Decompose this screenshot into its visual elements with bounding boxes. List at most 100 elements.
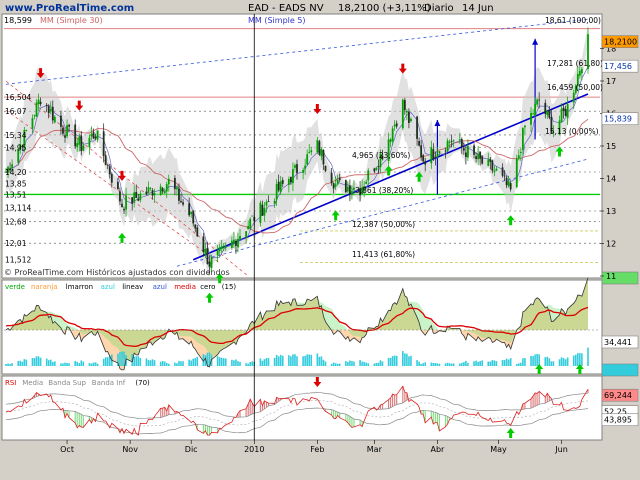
candle-body	[351, 190, 353, 195]
cyan-bar	[7, 363, 9, 366]
cyan-bar	[149, 360, 152, 366]
cyan-bar	[137, 356, 140, 366]
candle-body	[432, 149, 435, 159]
x-tick-label: Feb	[310, 445, 324, 454]
candle-body	[503, 175, 506, 177]
candle-body	[233, 239, 235, 244]
cyan-bar	[377, 362, 380, 366]
candle-body	[279, 181, 282, 193]
candle-body	[422, 155, 425, 162]
cyan-bar	[296, 356, 298, 366]
candle-body	[361, 187, 364, 195]
cyan-bar	[145, 358, 148, 366]
candle-body	[102, 131, 105, 156]
candle-body	[218, 247, 221, 252]
cyan-bar	[224, 358, 227, 366]
cyan-bar	[161, 361, 164, 366]
cyan-bar	[237, 361, 239, 366]
cyan-bar	[133, 356, 136, 366]
cyan-bar	[231, 359, 233, 366]
site-label: www.ProRealTime.com	[5, 3, 134, 14]
candle-body	[11, 164, 14, 169]
y-tick-label: 14	[606, 175, 616, 184]
cyan-bar	[566, 357, 569, 366]
candle-body	[462, 148, 465, 151]
cyan-bar	[577, 353, 579, 366]
level-label: 13,51	[5, 190, 27, 199]
candle-body	[267, 201, 270, 202]
cyan-bar	[82, 361, 85, 366]
cyan-bar	[572, 355, 575, 366]
cyan-bar	[534, 354, 536, 366]
candle-body	[180, 201, 182, 203]
cyan-bar	[518, 363, 520, 366]
candle-body	[123, 208, 125, 211]
ind-legend-label: media	[174, 283, 196, 291]
cyan-bar	[74, 361, 76, 366]
cyan-bar	[66, 362, 68, 366]
cyan-bar	[574, 354, 577, 366]
cyan-bar	[17, 361, 20, 366]
ind-legend-label: (15)	[222, 283, 237, 291]
cyan-bar	[363, 361, 365, 366]
cyan-bar	[501, 360, 504, 366]
cyan-bar	[245, 363, 247, 366]
candle-body	[393, 124, 396, 127]
ind-buy-arrow	[575, 364, 584, 374]
cyan-bar	[5, 364, 7, 366]
candle-body	[294, 165, 296, 168]
cyan-bar	[279, 354, 282, 366]
candle-body	[23, 130, 26, 149]
candle-body	[277, 181, 280, 191]
osc-media-line	[5, 306, 589, 347]
cyan-bar	[351, 361, 353, 366]
cyan-bar	[90, 363, 93, 366]
cyan-bar	[304, 355, 306, 366]
candle-body	[416, 116, 418, 139]
cyan-bar	[49, 359, 52, 366]
cyan-bar	[54, 361, 56, 366]
ma5-legend: MM (Simple 5)	[248, 16, 306, 25]
cyan-bar	[538, 354, 540, 366]
cyan-bar	[88, 363, 91, 366]
candle-body	[308, 152, 311, 153]
price-tag-label: 18,2100	[604, 38, 637, 47]
candle-body	[7, 167, 9, 173]
x-tick-label: Nov	[122, 445, 138, 454]
candle-body	[133, 192, 136, 202]
cyan-bar	[379, 360, 382, 366]
candle-body	[108, 166, 111, 175]
level-label: 13,85	[5, 179, 27, 188]
candle-body	[487, 159, 490, 166]
period-label: Diario	[424, 3, 454, 14]
ind-legend-label: cero	[200, 283, 215, 291]
candle-body	[552, 131, 555, 133]
candle-body	[493, 170, 496, 172]
candle-body	[438, 151, 441, 154]
cyan-bar	[139, 358, 142, 366]
candle-body	[306, 154, 309, 165]
cyan-bar	[249, 362, 251, 366]
candle-body	[33, 115, 36, 117]
candle-body	[403, 100, 406, 111]
candle-body	[401, 99, 404, 129]
candle-body	[479, 151, 482, 159]
cyan-bar	[31, 358, 34, 366]
ind-tag	[601, 363, 639, 377]
cyan-bar	[102, 358, 105, 366]
cyan-bar	[62, 363, 64, 366]
cyan-bar	[267, 358, 270, 366]
cyan-bar	[393, 355, 396, 366]
candle-body	[320, 149, 323, 157]
cyan-bar	[444, 363, 447, 366]
candle-body	[287, 179, 290, 186]
candle-body	[202, 236, 205, 253]
cyan-bar	[381, 361, 384, 366]
candle-body	[558, 120, 561, 135]
cyan-bar	[320, 356, 323, 366]
ind-tag-label: 34,441	[604, 338, 632, 347]
candle-body	[74, 124, 77, 147]
candle-body	[310, 150, 313, 153]
price-tag-label: 15,839	[604, 115, 632, 124]
